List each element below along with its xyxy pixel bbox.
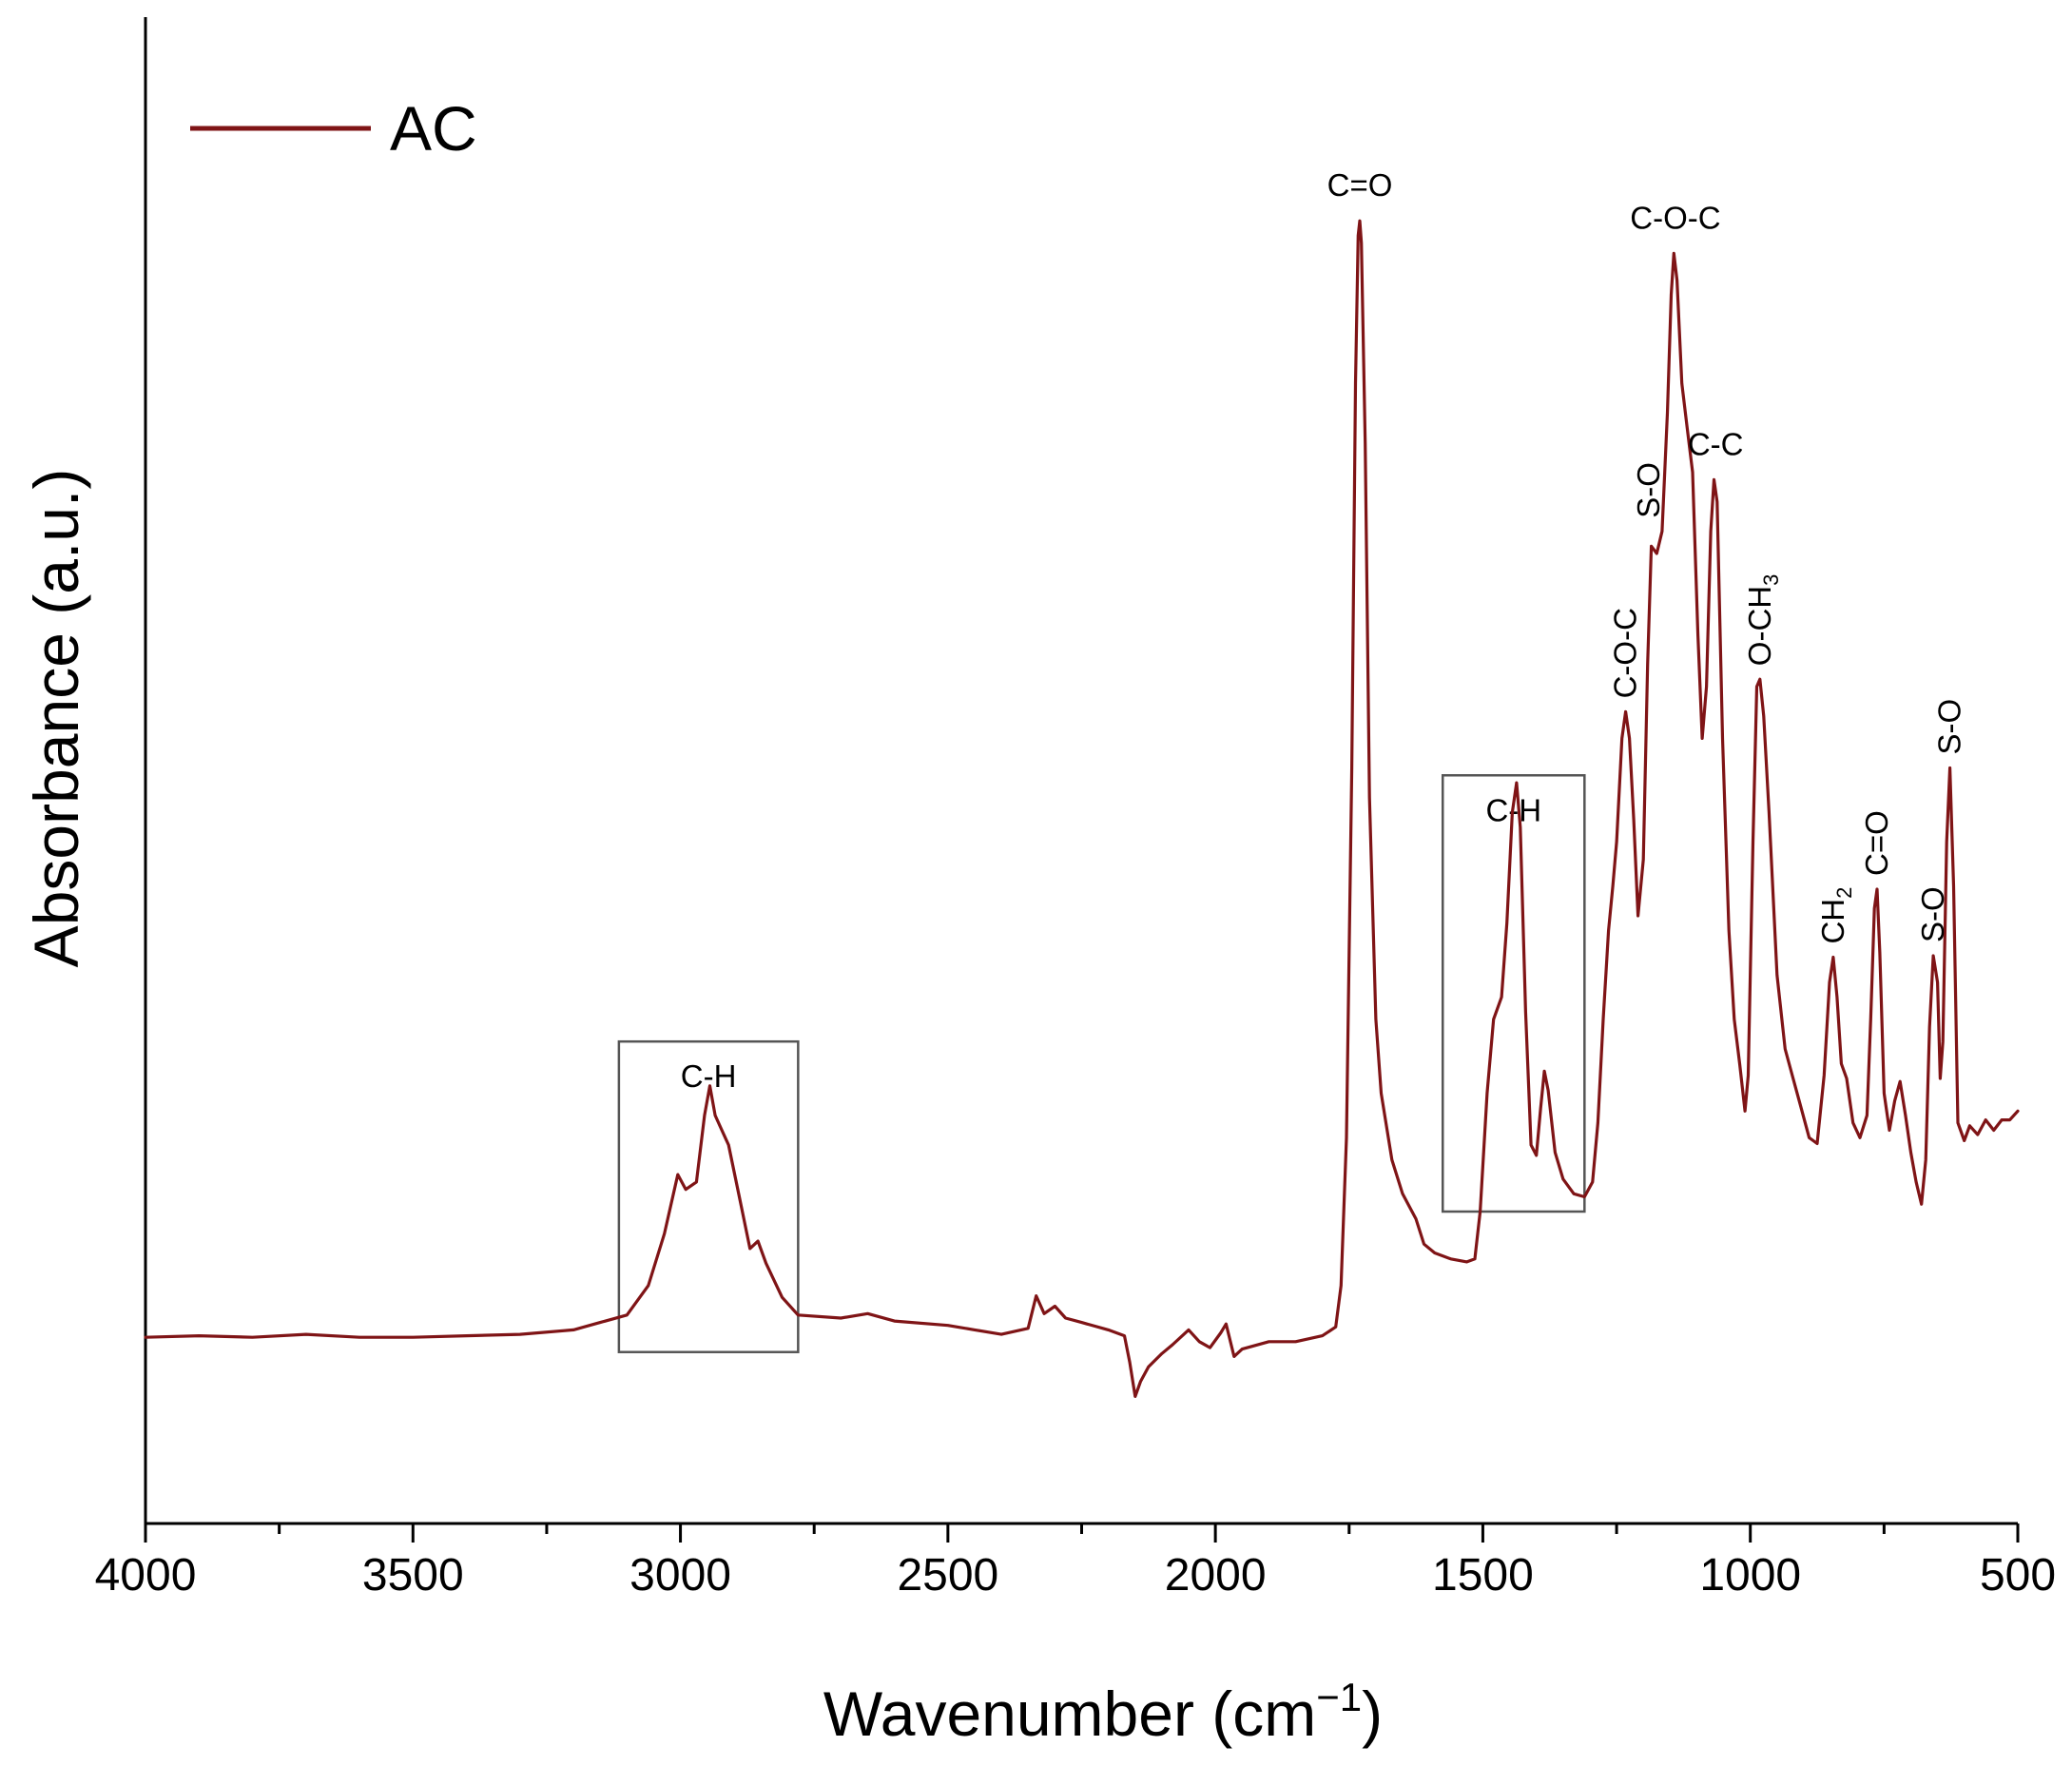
series-line-ac <box>144 219 2020 1398</box>
peak-label: S-O <box>1915 886 1950 942</box>
peak-label: CH2 <box>1815 887 1856 944</box>
y-axis-title: Absorbance (a.u.) <box>21 469 91 968</box>
peak-label: O-CH3 <box>1742 574 1783 667</box>
peak-label-subscript: 2 <box>1832 887 1856 899</box>
x-axis-title-main: Wavenumber (cm <box>823 1679 1316 1749</box>
highlight-boxes: C-HC-H <box>617 774 1586 1353</box>
x-tick-label: 500 <box>1980 1550 2056 1601</box>
legend-label: AC <box>390 93 477 164</box>
x-axis-title-exponent: −1 <box>1316 1675 1362 1719</box>
peak-label: S-O <box>1631 462 1666 518</box>
peak-label: C=O <box>1859 810 1894 876</box>
highlight-box <box>1441 774 1586 1213</box>
x-tick-label: 1500 <box>1432 1550 1534 1601</box>
peak-label: C-O-C <box>1630 200 1720 235</box>
peak-label-text: C=O <box>1327 167 1393 203</box>
x-tick-label: 2000 <box>1165 1550 1267 1601</box>
peak-label: C=O <box>1327 167 1393 203</box>
peak-label-text: CH <box>1815 899 1850 944</box>
peak-label-text: C-O-C <box>1608 608 1643 698</box>
peak-label-text: S-O <box>1631 462 1666 518</box>
x-tick-label: 1000 <box>1699 1550 1801 1601</box>
peak-label: S-O <box>1932 699 1967 755</box>
peak-label-text: O-CH <box>1742 586 1777 666</box>
peak-label-text: S-O <box>1932 699 1967 755</box>
peak-label-text: C-O-C <box>1630 200 1720 235</box>
peak-label: C-C <box>1688 426 1744 461</box>
x-axis-title: Wavenumber (cm−1) <box>823 1675 1383 1749</box>
x-tick-label: 4000 <box>95 1550 197 1601</box>
peak-label-text: S-O <box>1915 886 1950 942</box>
x-tick-label: 3500 <box>362 1550 464 1601</box>
peak-label: C-O-C <box>1608 608 1643 698</box>
peak-label-text: C=O <box>1859 810 1894 876</box>
peak-label-text: C-C <box>1688 426 1744 461</box>
legend: AC <box>190 93 477 164</box>
x-tick-label: 3000 <box>629 1550 731 1601</box>
highlight-box <box>617 1039 800 1353</box>
peak-label-subscript: 3 <box>1759 574 1783 586</box>
axes: 4000 3500 3000 2500 2000 1500 1000 500 <box>95 17 2056 1601</box>
x-tick-label: 2500 <box>897 1550 998 1601</box>
x-axis-title-close: ) <box>1362 1679 1383 1749</box>
series-layer <box>144 219 2020 1398</box>
